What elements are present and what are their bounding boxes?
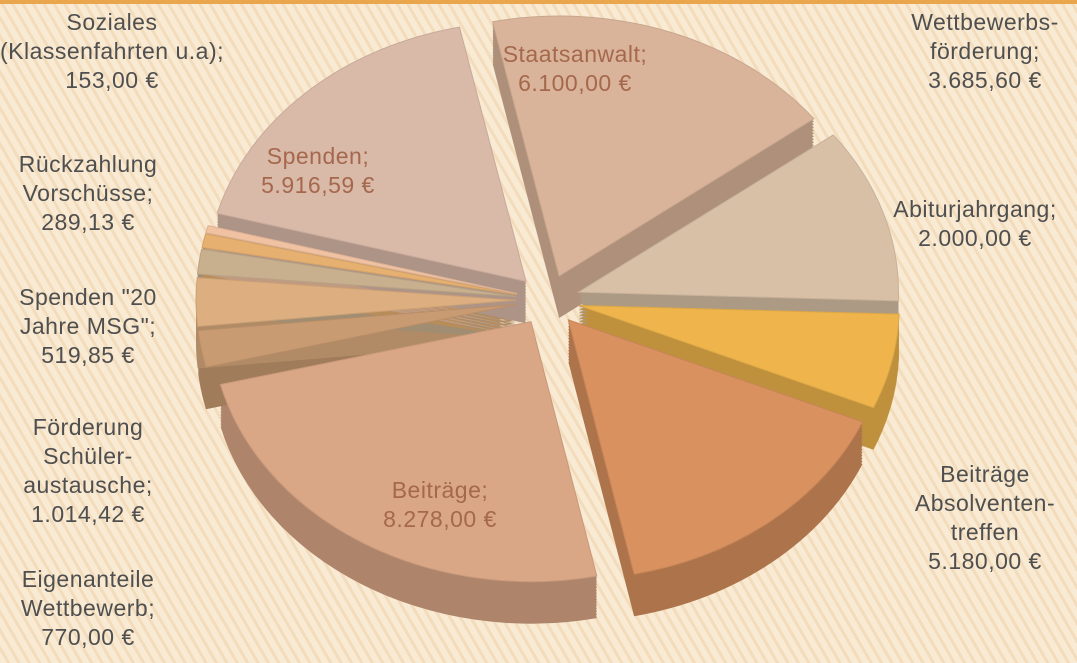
value-label: 6.100,00 €	[518, 70, 632, 96]
slice	[576, 134, 899, 302]
slice	[579, 305, 900, 409]
value-label: 2.000,00 €	[918, 225, 1032, 251]
category-label: Spenden "20 Jahre MSG";	[19, 284, 157, 339]
slice-label: Spenden; 5.916,59 €	[218, 142, 418, 200]
category-label: Abiturjahrgang;	[893, 196, 1057, 222]
slice-label: Spenden "20 Jahre MSG"; 519,85 €	[1, 283, 176, 370]
category-label: Beiträge;	[391, 477, 489, 503]
slice-label: Beiträge Absolventen-treffen 5.180,00 €	[900, 460, 1070, 576]
slice	[567, 319, 864, 575]
slice-label: Soziales (Klassenfahrten u.a); 153,00 €	[0, 8, 227, 95]
slice-label: Rückzahlung Vorschüsse; 289,13 €	[3, 150, 173, 237]
category-label: Wettbewerbs-förderung;	[911, 9, 1059, 64]
category-label: Spenden;	[266, 143, 370, 169]
slice	[219, 321, 598, 583]
slice-label: Staatsanwalt; 6.100,00 €	[455, 40, 695, 98]
value-label: 3.685,60 €	[928, 67, 1042, 93]
slice	[216, 26, 527, 283]
slice-label: Abiturjahrgang; 2.000,00 €	[875, 195, 1075, 253]
value-label: 289,13 €	[41, 209, 135, 235]
value-label: 153,00 €	[65, 67, 159, 93]
slice-tops	[195, 15, 900, 583]
slice-label: Eigenanteile Wettbewerb; 770,00 €	[3, 565, 173, 652]
slice	[205, 224, 518, 295]
value-label: 5.180,00 €	[928, 548, 1042, 574]
category-label: Förderung Schüler-austausche;	[23, 414, 153, 498]
slice	[491, 15, 815, 277]
category-label: Staatsanwalt;	[502, 41, 648, 67]
slice-label: Wettbewerbs-förderung; 3.685,60 €	[890, 8, 1077, 95]
category-label: Soziales (Klassenfahrten u.a);	[0, 9, 224, 64]
slice-label: Beiträge; 8.278,00 €	[320, 476, 560, 534]
slice-label: Förderung Schüler-austausche; 1.014,42 €	[3, 413, 173, 529]
slice	[201, 233, 517, 296]
slice	[196, 248, 517, 298]
slice	[195, 277, 517, 328]
value-label: 770,00 €	[41, 624, 135, 650]
value-label: 5.916,59 €	[261, 172, 375, 198]
category-label: Eigenanteile Wettbewerb;	[20, 566, 156, 621]
value-label: 8.278,00 €	[383, 506, 497, 532]
value-label: 1.014,42 €	[31, 501, 145, 527]
category-label: Beiträge Absolventen-treffen	[914, 461, 1056, 545]
value-label: 519,85 €	[41, 342, 135, 368]
category-label: Rückzahlung Vorschüsse;	[18, 151, 158, 206]
top-rule	[0, 0, 1077, 4]
slice	[197, 303, 517, 368]
